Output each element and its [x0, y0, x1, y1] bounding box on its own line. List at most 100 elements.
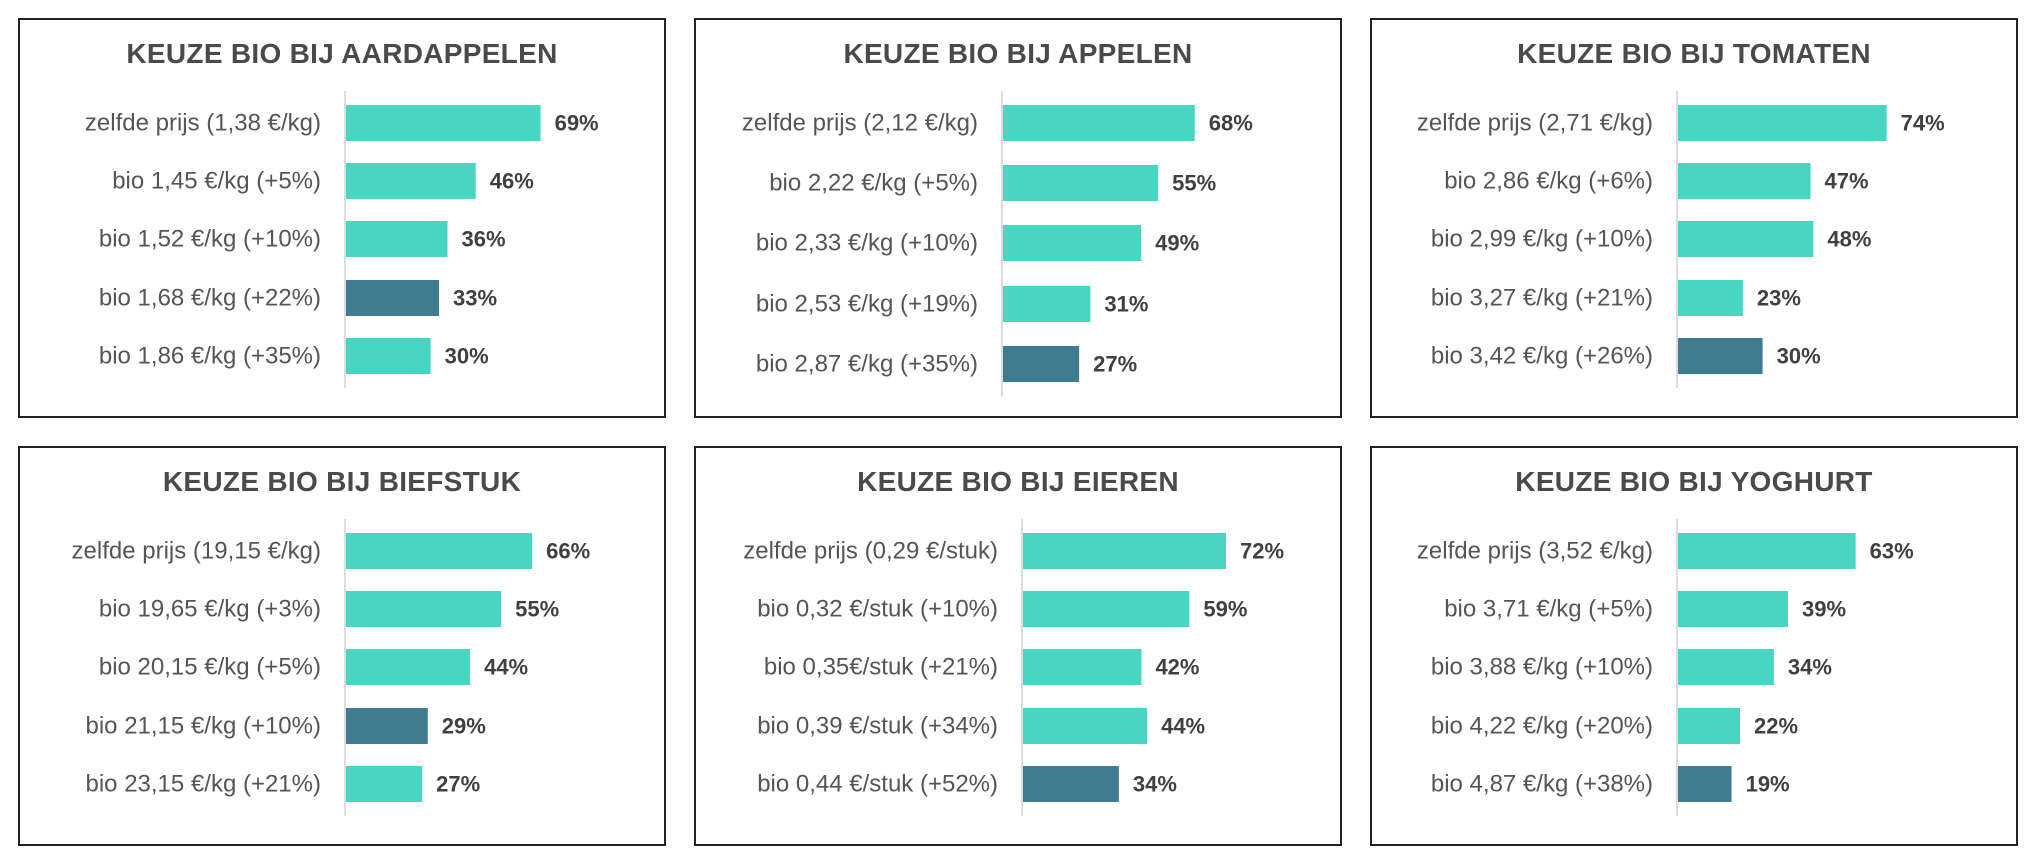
- chart-panel: KEUZE BIO BIJ YOGHURT zelfde prijs (3,52 …: [1370, 446, 2018, 846]
- bar-chart: zelfde prijs (19,15 €/kg) 66% bio 19,65 €/…: [72, 519, 590, 816]
- category-label: bio 2,33 €/kg (+10%): [756, 230, 978, 257]
- category-label: bio 19,65 €/kg (+3%): [99, 596, 321, 623]
- chart-title: KEUZE BIO BIJ APPELEN: [843, 38, 1193, 69]
- category-label: bio 1,68 €/kg (+22%): [99, 285, 321, 312]
- category-label: bio 1,86 €/kg (+35%): [99, 343, 321, 370]
- chart-title: KEUZE BIO BIJ BIEFSTUK: [162, 466, 522, 497]
- value-label: 42%: [1155, 655, 1199, 680]
- highlighted-bar: [346, 280, 440, 316]
- chart-panel: KEUZE BIO BIJ EIEREN zelfde prijs (0,29 €…: [694, 446, 1342, 846]
- category-label: bio 3,88 €/kg (+10%): [1431, 654, 1653, 681]
- bar: [1003, 165, 1159, 201]
- bar: [1003, 286, 1091, 322]
- category-label: bio 2,99 €/kg (+10%): [1431, 226, 1653, 253]
- category-label: bio 23,15 €/kg (+21%): [86, 771, 322, 798]
- bar-chart: zelfde prijs (1,38 €/kg) 69% bio 1,45 €/kg…: [85, 91, 599, 388]
- value-label: 34%: [1133, 772, 1177, 797]
- value-label: 30%: [1777, 344, 1821, 369]
- value-label: 69%: [555, 111, 599, 136]
- bar: [346, 649, 471, 685]
- value-label: 36%: [462, 227, 506, 252]
- value-label: 46%: [490, 169, 534, 194]
- category-label: zelfde prijs (0,29 €/stuk): [743, 538, 998, 565]
- category-label: zelfde prijs (2,12 €/kg): [742, 110, 978, 137]
- value-label: 68%: [1209, 111, 1253, 136]
- value-label: 49%: [1155, 231, 1199, 256]
- chart-panel: KEUZE BIO BIJ APPELEN zelfde prijs (2,12 …: [694, 18, 1342, 418]
- value-label: 74%: [1901, 111, 1945, 136]
- bar: [1023, 591, 1190, 627]
- value-label: 48%: [1827, 227, 1871, 252]
- highlighted-bar: [1003, 346, 1080, 382]
- value-label: 27%: [1093, 352, 1137, 377]
- highlighted-bar: [1678, 766, 1732, 802]
- bar: [1678, 533, 1856, 569]
- category-label: bio 3,42 €/kg (+26%): [1431, 343, 1653, 370]
- value-label: 23%: [1757, 286, 1801, 311]
- value-label: 44%: [1161, 714, 1205, 739]
- value-label: 55%: [1172, 171, 1216, 196]
- category-label: bio 4,87 €/kg (+38%): [1431, 771, 1653, 798]
- chart-panel: KEUZE BIO BIJ AARDAPPELEN zelfde prijs (1…: [18, 18, 666, 418]
- bar: [1023, 649, 1142, 685]
- bar: [1023, 708, 1148, 744]
- value-label: 29%: [442, 714, 486, 739]
- category-label: bio 21,15 €/kg (+10%): [86, 713, 322, 740]
- bar: [346, 766, 423, 802]
- bar: [1678, 649, 1774, 685]
- bar: [346, 163, 476, 199]
- chart-title: KEUZE BIO BIJ AARDAPPELEN: [126, 38, 558, 69]
- bar: [1678, 280, 1743, 316]
- bar: [346, 591, 502, 627]
- category-label: bio 2,53 €/kg (+19%): [756, 291, 978, 318]
- bar: [346, 338, 431, 374]
- value-label: 22%: [1754, 714, 1798, 739]
- chart-title: KEUZE BIO BIJ YOGHURT: [1515, 466, 1873, 497]
- value-label: 59%: [1203, 597, 1247, 622]
- highlighted-bar: [1023, 766, 1119, 802]
- bar: [1003, 225, 1142, 261]
- value-label: 72%: [1240, 539, 1284, 564]
- category-label: zelfde prijs (19,15 €/kg): [72, 538, 321, 565]
- category-label: bio 2,86 €/kg (+6%): [1444, 168, 1653, 195]
- category-label: bio 3,71 €/kg (+5%): [1444, 596, 1653, 623]
- value-label: 33%: [453, 286, 497, 311]
- bar: [1678, 221, 1814, 257]
- value-label: 47%: [1825, 169, 1869, 194]
- bar-chart: zelfde prijs (3,52 €/kg) 63% bio 3,71 €/kg…: [1417, 519, 1914, 816]
- category-label: bio 0,35€/stuk (+21%): [764, 654, 998, 681]
- highlighted-bar: [346, 708, 428, 744]
- bar: [346, 533, 533, 569]
- category-label: bio 0,44 €/stuk (+52%): [757, 771, 998, 798]
- bar-chart: zelfde prijs (0,29 €/stuk) 72% bio 0,32 €/…: [743, 519, 1284, 816]
- category-label: bio 0,39 €/stuk (+34%): [757, 713, 998, 740]
- bar: [1678, 708, 1741, 744]
- value-label: 31%: [1104, 292, 1148, 317]
- value-label: 63%: [1870, 539, 1914, 564]
- value-label: 66%: [546, 539, 590, 564]
- value-label: 55%: [515, 597, 559, 622]
- category-label: bio 1,45 €/kg (+5%): [112, 168, 321, 195]
- value-label: 34%: [1788, 655, 1832, 680]
- category-label: zelfde prijs (1,38 €/kg): [85, 110, 321, 137]
- category-label: bio 0,32 €/stuk (+10%): [757, 596, 998, 623]
- bar: [346, 221, 448, 257]
- bar: [1678, 591, 1788, 627]
- category-label: bio 1,52 €/kg (+10%): [99, 226, 321, 253]
- bar: [1003, 105, 1195, 141]
- value-label: 27%: [436, 772, 480, 797]
- value-label: 30%: [445, 344, 489, 369]
- category-label: bio 2,87 €/kg (+35%): [756, 351, 978, 378]
- bar-chart: zelfde prijs (2,12 €/kg) 68% bio 2,22 €/kg…: [742, 91, 1253, 396]
- category-label: bio 2,22 €/kg (+5%): [769, 170, 978, 197]
- bar: [1023, 533, 1227, 569]
- category-label: bio 3,27 €/kg (+21%): [1431, 285, 1653, 312]
- bar: [1678, 105, 1887, 141]
- category-label: bio 4,22 €/kg (+20%): [1431, 713, 1653, 740]
- chart-title: KEUZE BIO BIJ TOMATEN: [1517, 38, 1871, 69]
- category-label: zelfde prijs (2,71 €/kg): [1417, 110, 1653, 137]
- chart-title: KEUZE BIO BIJ EIEREN: [857, 466, 1179, 497]
- bar: [1678, 163, 1811, 199]
- value-label: 39%: [1802, 597, 1846, 622]
- bar: [346, 105, 541, 141]
